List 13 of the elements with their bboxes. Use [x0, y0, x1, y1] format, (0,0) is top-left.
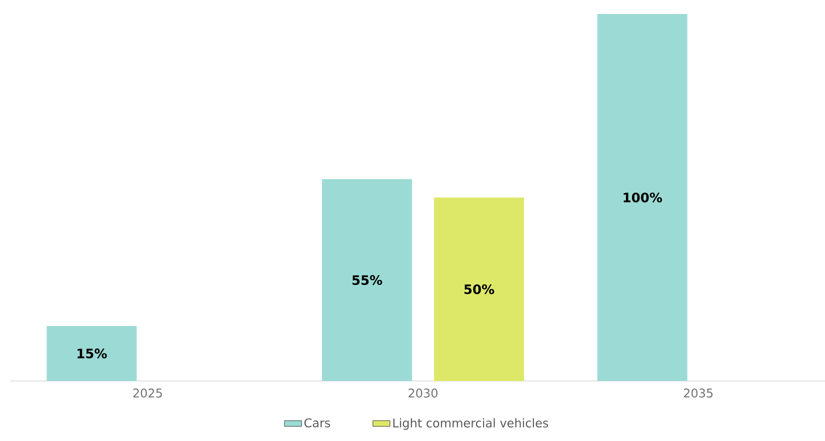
x-tick-label: 2035 — [684, 388, 713, 398]
data-label: 50% — [464, 284, 494, 294]
data-label: 55% — [352, 275, 382, 285]
bar — [434, 197, 524, 381]
legend-label: Light commercial vehicles — [393, 418, 548, 430]
bar — [46, 326, 137, 381]
data-label: 100% — [624, 192, 662, 202]
bar — [597, 14, 688, 381]
legend-label: Cars — [304, 418, 330, 428]
data-label: 15% — [78, 348, 107, 358]
x-tick-label: 2030 — [408, 388, 438, 398]
x-tick-label: 2025 — [133, 388, 162, 398]
bar — [322, 179, 412, 381]
